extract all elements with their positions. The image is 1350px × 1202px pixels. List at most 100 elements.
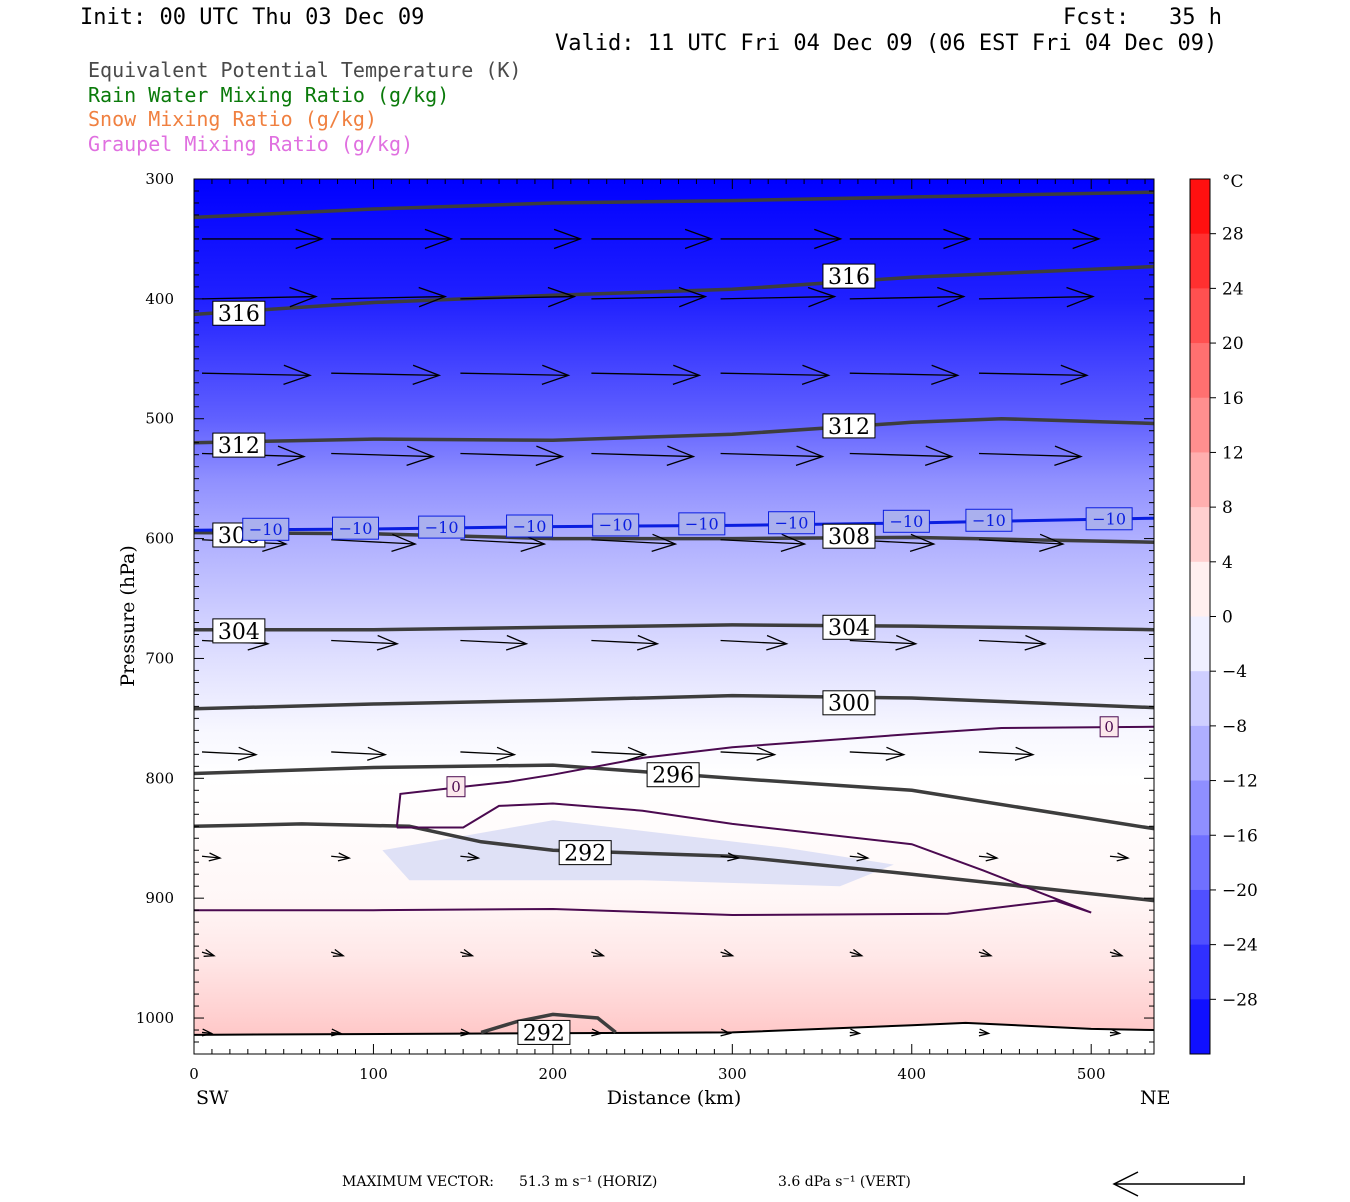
wind-vector	[849, 1028, 862, 1037]
max-vector-label: MAXIMUM VECTOR:	[342, 1174, 494, 1190]
wind-vector	[978, 533, 1065, 552]
colorbar-swatch	[1190, 616, 1210, 672]
wind-vector	[849, 445, 954, 466]
colorbar-tick-label: 8	[1222, 498, 1233, 518]
colorbar-tick-label: −28	[1222, 990, 1258, 1010]
x-tick-label: 500	[1077, 1065, 1106, 1083]
x-tick-label: 100	[359, 1065, 388, 1083]
wind-vector	[201, 948, 216, 957]
wind-vector	[460, 1028, 472, 1037]
wind-vector	[331, 852, 352, 862]
minus10-label: −10	[242, 517, 290, 541]
svg-text:316: 316	[828, 265, 870, 290]
wind-vector	[201, 286, 318, 308]
theta-e-line	[194, 416, 1154, 445]
y-tick-label: 900	[145, 889, 174, 907]
wind-vector	[331, 746, 388, 761]
wind-vector	[849, 286, 966, 308]
wind-vector	[849, 228, 972, 250]
theta-e-label: 300	[822, 690, 876, 717]
y-tick-label: 800	[145, 769, 174, 787]
minus10-label: −10	[592, 513, 640, 537]
theta-e-label: 312	[212, 432, 266, 459]
wind-vector	[849, 364, 960, 386]
svg-text:−10: −10	[1092, 510, 1126, 529]
wind-vector	[201, 852, 222, 862]
wind-vector	[720, 852, 741, 862]
wind-vector	[1109, 852, 1130, 862]
wind-vector	[460, 634, 529, 651]
colorbar-swatch	[1190, 179, 1210, 235]
valid-time: Valid: 11 UTC Fri 04 Dec 09 (06 EST Fri …	[555, 31, 1218, 56]
y-tick-label: 600	[145, 530, 174, 548]
colorbar-tick-label: −20	[1222, 881, 1258, 901]
x-tick-label: 400	[897, 1065, 926, 1083]
svg-text:300: 300	[828, 692, 870, 717]
x-tick-label: 0	[189, 1065, 199, 1083]
theta-e-label: 312	[822, 413, 876, 440]
y-tick-label: 500	[145, 410, 174, 428]
wind-vector	[591, 228, 714, 250]
x-tick-label: 300	[718, 1065, 747, 1083]
colorbar-tick-label: 20	[1222, 334, 1244, 354]
theta-e-label: 308	[822, 523, 876, 550]
theta-e-label: 292	[558, 840, 612, 867]
colorbar-swatch	[1190, 725, 1210, 782]
wind-vector	[201, 1028, 214, 1037]
svg-text:−10: −10	[425, 518, 459, 537]
wind-vector	[460, 533, 547, 552]
wind-vector	[591, 445, 696, 466]
max-vector-vert: 3.6 dPa s⁻¹ (VERT)	[778, 1174, 911, 1190]
wind-vector	[978, 1028, 991, 1037]
legend-snow: Snow Mixing Ratio (g/kg)	[88, 107, 377, 131]
wind-vector	[1109, 1028, 1122, 1037]
svg-text:−10: −10	[513, 517, 547, 536]
colorbar-swatch	[1190, 233, 1210, 289]
wind-vector	[460, 364, 571, 386]
wind-vector	[849, 634, 918, 651]
wind-vector	[460, 852, 481, 862]
wind-vector	[591, 1028, 603, 1037]
wind-vector	[591, 634, 660, 651]
colorbar-unit: °C	[1222, 172, 1244, 192]
wind-vector	[591, 746, 648, 761]
wind-vector	[720, 445, 825, 466]
wind-vector	[331, 364, 442, 386]
colorbar-tick-label: −24	[1222, 936, 1258, 956]
x-axis-label: Distance (km)	[607, 1087, 742, 1109]
reference-vector-arrow	[1112, 1171, 1245, 1197]
colorbar-swatch	[1190, 944, 1210, 1000]
wind-vector	[201, 364, 312, 386]
svg-text:308: 308	[828, 525, 870, 550]
wind-vector	[978, 852, 999, 862]
theta-e-line	[194, 264, 1154, 317]
wind-vector	[591, 364, 702, 386]
colorbar-swatch	[1190, 343, 1210, 399]
colorbar-tick-label: 0	[1222, 608, 1233, 628]
wind-vector	[978, 286, 1095, 308]
y-tick-label: 700	[145, 649, 174, 667]
minus10-label: −10	[506, 514, 554, 538]
zero-isotherm-lower	[194, 802, 1092, 917]
wind-vector	[978, 445, 1083, 466]
minus10-label: −10	[418, 515, 466, 539]
colorbar-swatch	[1190, 835, 1210, 891]
colorbar-tick-label: 4	[1222, 553, 1233, 573]
wind-vector	[460, 948, 475, 957]
colorbar-tick-label: −12	[1222, 772, 1258, 792]
colorbar-swatch	[1190, 780, 1210, 836]
wind-vector	[720, 1028, 733, 1037]
wind-vector	[591, 533, 678, 552]
x-left-label: SW	[196, 1087, 229, 1109]
theta-e-line	[194, 693, 1154, 711]
wind-vector	[460, 746, 517, 761]
svg-text:292: 292	[564, 842, 606, 867]
y-tick-label: 1000	[136, 1009, 174, 1027]
theta-e-line	[194, 763, 1154, 831]
wind-vector	[331, 286, 448, 308]
wind-vector	[331, 948, 346, 957]
legend-rain: Rain Water Mixing Ratio (g/kg)	[88, 83, 450, 107]
svg-text:−10: −10	[685, 515, 719, 534]
svg-text:0: 0	[451, 778, 461, 796]
